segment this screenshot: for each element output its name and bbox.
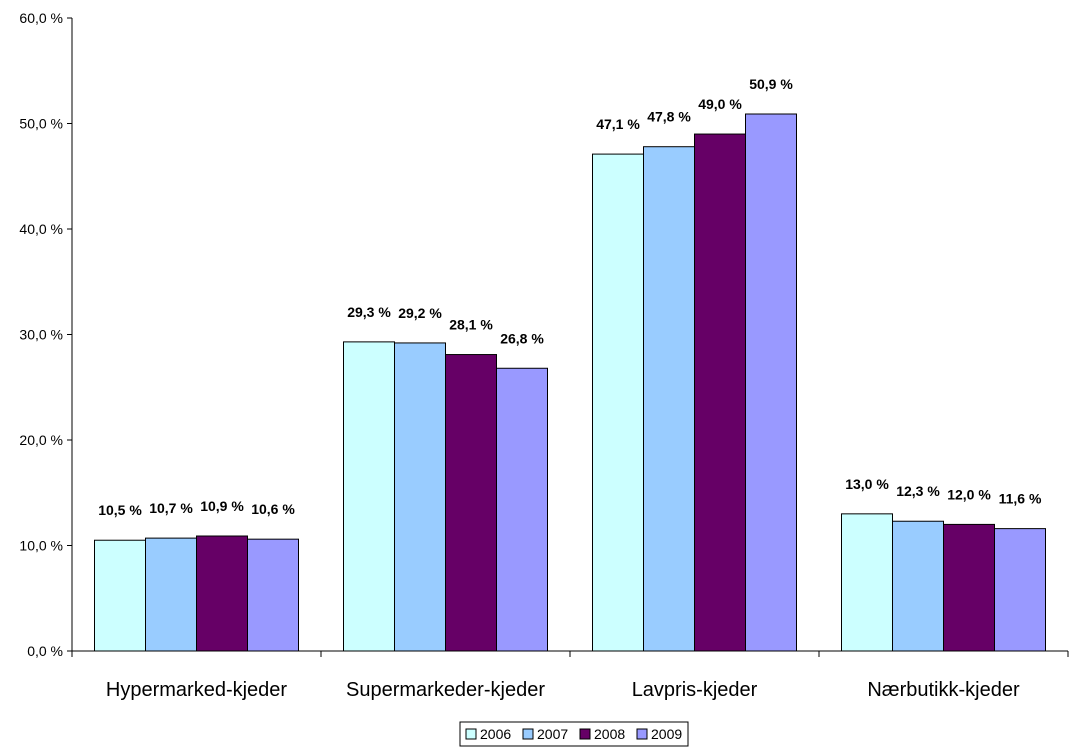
bar [145, 537, 197, 652]
bar [592, 153, 644, 652]
data-label: 47,1 % [596, 116, 640, 132]
bar [694, 133, 746, 652]
data-label: 12,3 % [896, 483, 940, 499]
y-tick-label: 10,0 % [19, 538, 63, 554]
data-label: 28,1 % [449, 317, 493, 333]
data-label: 29,3 % [347, 304, 391, 320]
data-label: 12,0 % [947, 486, 991, 502]
legend-swatch [465, 728, 477, 740]
x-category-label: Nærbutikk-kjeder [867, 679, 1020, 701]
bar [445, 354, 497, 652]
legend-label: 2009 [651, 726, 682, 742]
x-category-label: Lavpris-kjeder [632, 679, 758, 701]
x-axis: Hypermarked-kjeder Supermarkeder-kjeder La… [71, 650, 1069, 701]
legend-label: 2006 [480, 726, 511, 742]
y-axis: 0,0 % 10,0 % 20,0 % 30,0 % 40,0 % 50,0 % 60,0 … [19, 10, 73, 659]
data-label: 47,8 % [647, 109, 691, 125]
legend-label: 2007 [537, 726, 568, 742]
data-labels: 10,5 % 10,7 % 10,9 % 10,6 % 29,3 % 29,2 % 28,1… [98, 76, 1042, 518]
bars [94, 113, 1046, 652]
bar [943, 523, 995, 652]
bar [343, 341, 395, 652]
x-category-label: Hypermarked-kjeder [106, 679, 288, 701]
y-tick-label: 20,0 % [19, 432, 63, 448]
data-label: 26,8 % [500, 330, 544, 346]
data-label: 10,5 % [98, 502, 142, 518]
bar [196, 535, 248, 652]
data-label: 10,7 % [149, 500, 193, 516]
data-label: 10,9 % [200, 498, 244, 514]
y-tick-label: 40,0 % [19, 221, 63, 237]
bar [394, 342, 446, 652]
legend: 2006 2007 2008 2009 [459, 721, 689, 747]
legend-swatch [579, 728, 591, 740]
y-tick-label: 60,0 % [19, 10, 63, 26]
y-tick-label: 50,0 % [19, 116, 63, 132]
data-label: 50,9 % [749, 76, 793, 92]
legend-label: 2008 [594, 726, 625, 742]
x-category-label: Supermarkeder-kjeder [346, 679, 545, 701]
data-label: 49,0 % [698, 96, 742, 112]
data-label: 13,0 % [845, 476, 889, 492]
data-label: 29,2 % [398, 305, 442, 321]
legend-swatch [636, 728, 648, 740]
bar [496, 367, 548, 652]
legend-swatch [522, 728, 534, 740]
data-label: 10,6 % [251, 501, 295, 517]
y-tick-label: 0,0 % [27, 643, 63, 659]
bar [892, 520, 944, 652]
data-label: 11,6 % [999, 491, 1042, 507]
bar [994, 528, 1046, 652]
bar [247, 538, 299, 652]
bar [841, 513, 893, 652]
legend-box [459, 721, 689, 747]
bar [94, 539, 146, 652]
bar [643, 146, 695, 652]
y-tick-label: 30,0 % [19, 327, 63, 343]
bar [745, 113, 797, 652]
